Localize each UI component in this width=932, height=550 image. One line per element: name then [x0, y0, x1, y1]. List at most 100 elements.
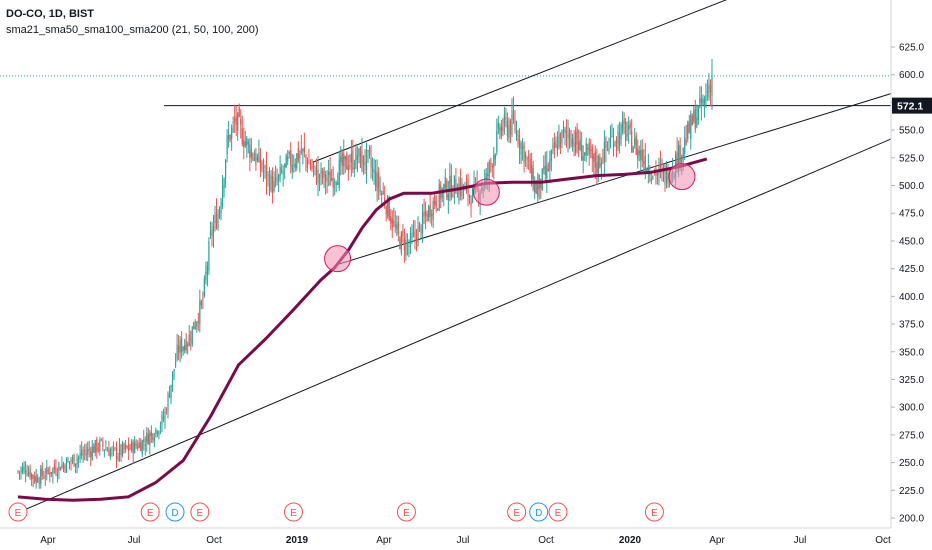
candle-body [528, 157, 530, 159]
earnings-marker[interactable]: E [507, 502, 527, 522]
candle [343, 139, 345, 176]
candle [278, 173, 280, 192]
candle [246, 135, 248, 158]
candle [621, 111, 624, 135]
candle [91, 439, 93, 461]
candle-body [96, 439, 98, 452]
candle-body [676, 152, 678, 169]
earnings-marker[interactable]: E [644, 502, 664, 522]
candle-body [702, 98, 704, 103]
candle-body [224, 160, 227, 179]
earnings-marker[interactable]: E [396, 502, 416, 522]
candle-body [696, 117, 698, 128]
candle-body [587, 147, 589, 150]
symbol-title[interactable]: DO-CO, 1D, BIST [6, 8, 95, 20]
candle [705, 83, 707, 109]
candle-body [365, 149, 368, 171]
candle-body [617, 131, 619, 149]
candle-body [459, 178, 462, 195]
candle [129, 443, 131, 450]
candle-body [194, 326, 196, 329]
candle-body [285, 155, 287, 168]
candle-body [232, 121, 234, 123]
candle-body [496, 130, 498, 153]
candle [21, 462, 24, 475]
candle [82, 446, 84, 463]
candle-body [347, 166, 349, 171]
candle-body [149, 432, 151, 446]
candle [168, 385, 171, 399]
candle [37, 473, 39, 483]
candle-body [679, 145, 681, 165]
candle [634, 128, 636, 149]
event-marker-circle [529, 502, 549, 522]
candle [258, 139, 260, 163]
candle-body [432, 200, 434, 220]
candle-body [511, 113, 513, 135]
candle-body [376, 172, 378, 191]
candle [508, 117, 510, 143]
candle-body [117, 456, 119, 460]
candle [526, 156, 528, 169]
candle-body [352, 150, 354, 170]
candle-body [212, 225, 215, 238]
candle [468, 194, 471, 205]
candle-body [115, 447, 118, 459]
candle-body [38, 482, 40, 484]
dividend-marker[interactable]: D [529, 502, 549, 522]
candle [390, 208, 392, 231]
candle-body [414, 230, 416, 238]
candle [167, 391, 169, 419]
candle [632, 145, 634, 153]
candle [52, 467, 54, 484]
candle-body [491, 165, 493, 168]
candle [78, 455, 80, 468]
earnings-marker[interactable]: E [284, 502, 303, 522]
candle-body [593, 154, 595, 162]
candle-body [437, 208, 439, 211]
candle-body [29, 468, 31, 478]
candle-body [520, 142, 522, 155]
candle [700, 86, 702, 121]
candle-body [597, 155, 599, 176]
candle [118, 438, 121, 462]
candle [582, 145, 584, 174]
candle-body [234, 118, 236, 122]
earnings-marker[interactable]: E [190, 502, 210, 522]
candle [549, 150, 551, 183]
candle-body [638, 150, 640, 155]
candle [400, 231, 402, 256]
candle [276, 168, 278, 186]
candle-body [688, 121, 690, 133]
earnings-marker[interactable]: E [548, 502, 568, 522]
candle [282, 165, 284, 187]
candle [114, 447, 116, 451]
y-tick-label: 375.0 [899, 320, 924, 331]
candle [305, 153, 307, 172]
candle [17, 469, 19, 474]
candle-body [374, 171, 377, 188]
candle [179, 336, 181, 363]
candles [17, 59, 713, 489]
dividend-marker[interactable]: D [165, 502, 185, 522]
candle-body [132, 442, 134, 454]
candle [518, 128, 521, 165]
x-tick-label: 2019 [286, 535, 309, 546]
earnings-marker[interactable]: E [140, 502, 160, 522]
candle [570, 129, 572, 148]
earnings-marker[interactable]: E [8, 502, 28, 522]
candle-body [381, 193, 383, 195]
indicator-legend[interactable]: sma21_sma50_sma100_sma200 (21, 50, 100, … [6, 24, 259, 36]
candle [153, 432, 155, 448]
y-tick-label: 325.0 [899, 375, 924, 386]
candle-body [402, 230, 404, 236]
candle [517, 129, 519, 148]
candle [49, 465, 51, 483]
candle-body [21, 467, 24, 473]
candle-body [667, 167, 669, 185]
candle [199, 289, 201, 333]
candle-body [196, 322, 198, 327]
candle [297, 141, 299, 164]
candle-body [678, 144, 680, 171]
